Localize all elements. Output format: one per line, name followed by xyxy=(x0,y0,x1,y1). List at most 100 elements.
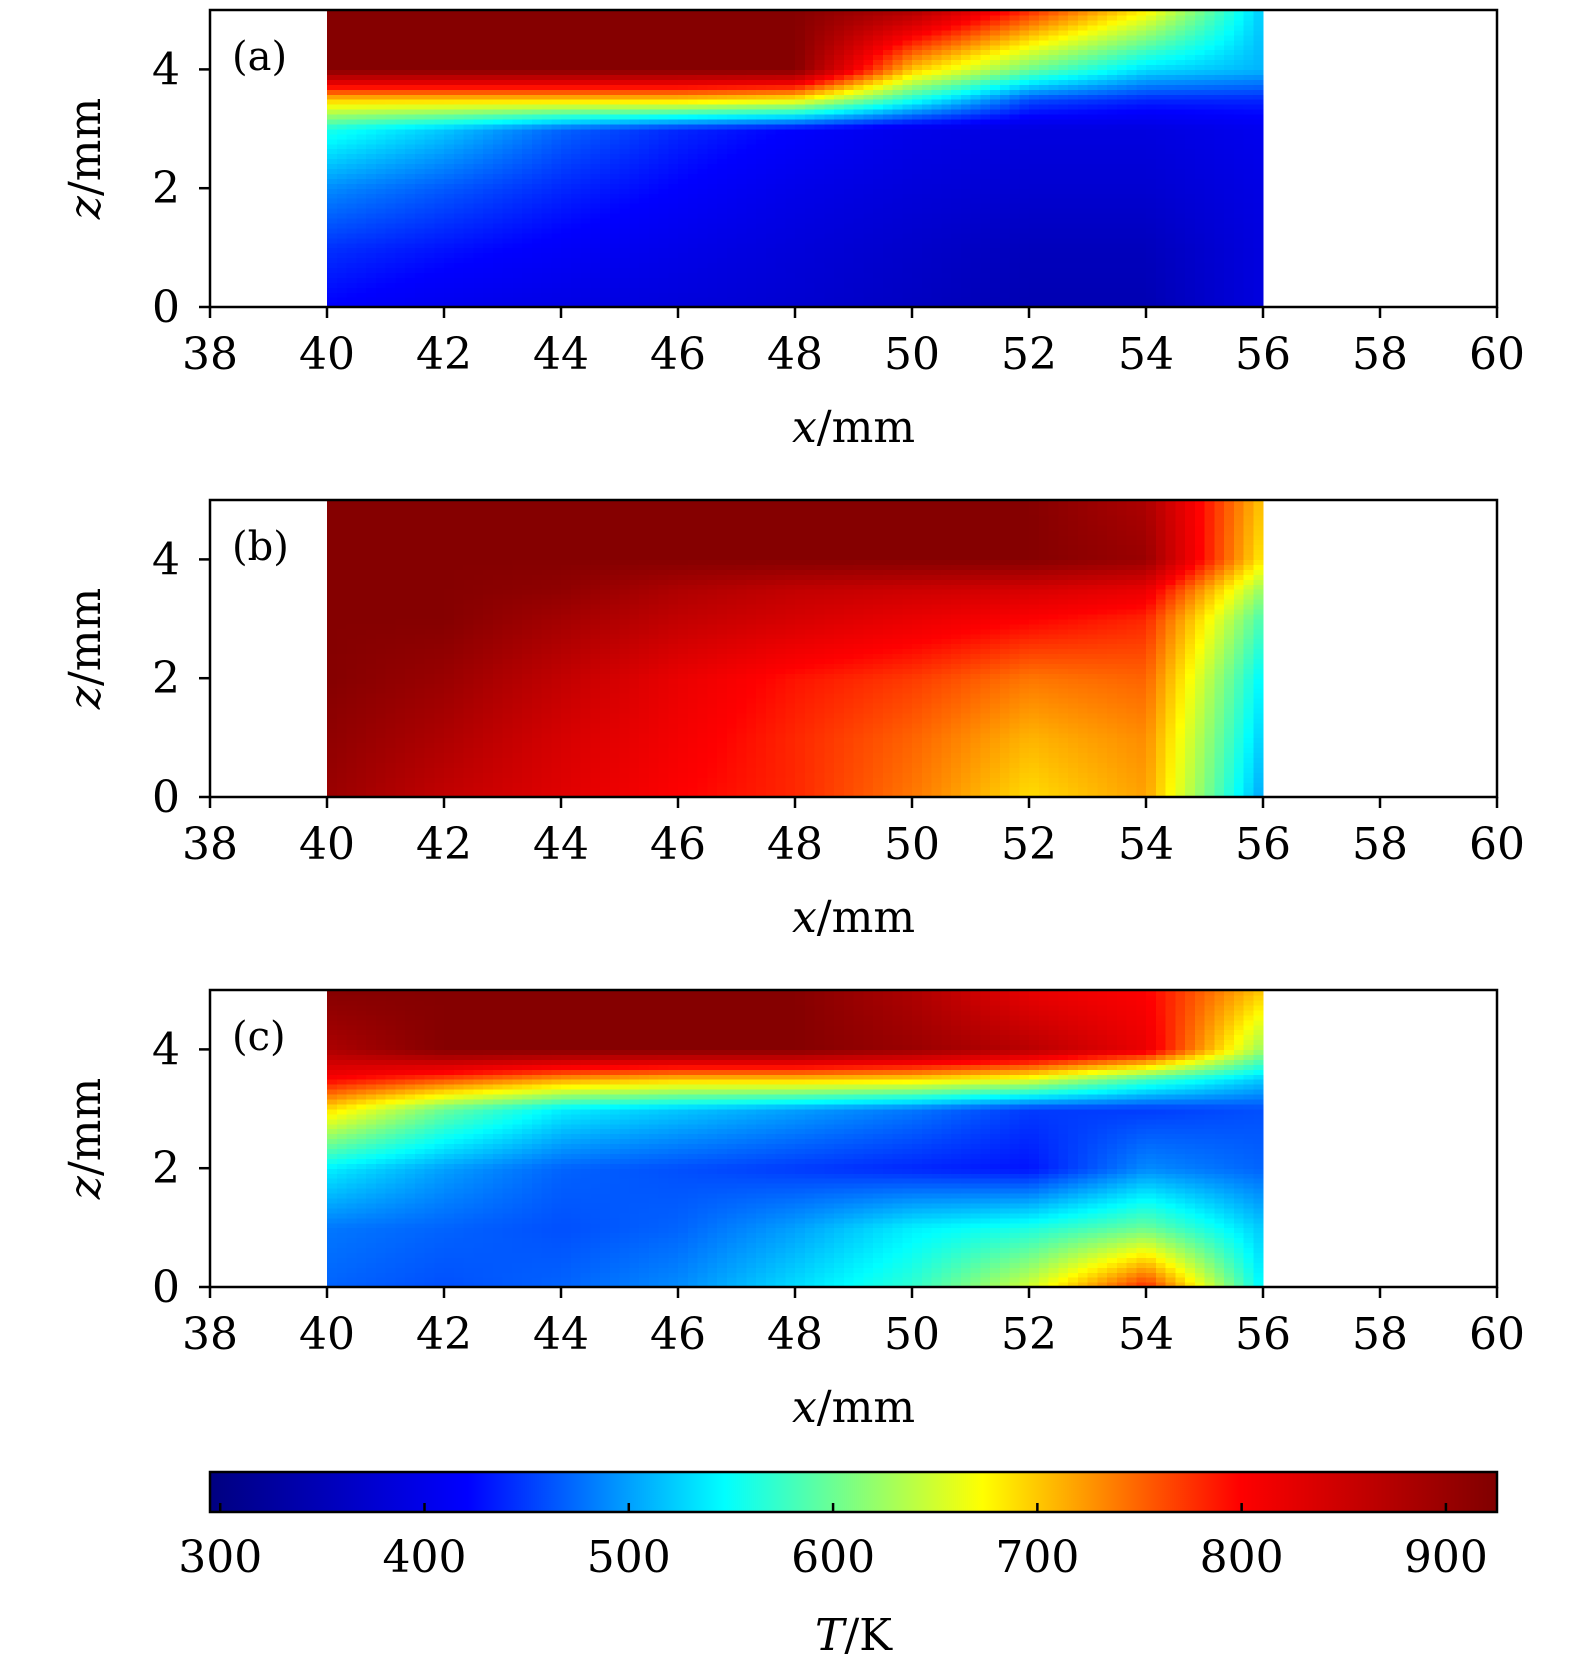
heatmap-cell xyxy=(726,188,738,194)
heatmap-cell xyxy=(346,302,357,308)
heatmap-cell xyxy=(463,247,474,254)
heatmap-cell xyxy=(483,148,494,155)
heatmap-cell xyxy=(824,123,835,130)
heatmap-cell xyxy=(551,19,562,26)
heatmap-cell xyxy=(639,19,650,26)
heatmap-cell xyxy=(1029,104,1040,110)
heatmap-cell xyxy=(609,208,621,214)
heatmap-cell xyxy=(619,109,630,115)
heatmap-cell xyxy=(726,84,738,90)
heatmap-cell xyxy=(1077,44,1089,51)
heatmap-cell xyxy=(1038,69,1050,75)
heatmap-cell xyxy=(990,54,1001,61)
heatmap-cell xyxy=(522,79,533,85)
heatmap-cell xyxy=(453,39,465,46)
heatmap-cell xyxy=(1058,153,1069,160)
heatmap-cell xyxy=(921,99,933,105)
heatmap-cell xyxy=(492,247,504,254)
heatmap-cell xyxy=(1087,133,1098,140)
heatmap-cell xyxy=(541,287,552,293)
heatmap-cell xyxy=(434,302,445,308)
heatmap-cell xyxy=(658,188,669,194)
heatmap-cell xyxy=(853,94,864,100)
heatmap-cell xyxy=(434,203,445,209)
heatmap-cell xyxy=(863,14,874,21)
heatmap-cell xyxy=(678,203,689,209)
heatmap-cell xyxy=(960,123,972,130)
heatmap-cell xyxy=(1068,242,1079,249)
heatmap-cell xyxy=(502,198,513,204)
heatmap-cell xyxy=(756,237,767,244)
heatmap-cell xyxy=(912,292,923,298)
heatmap-cell xyxy=(1087,267,1098,273)
heatmap-cell xyxy=(668,44,679,51)
heatmap-cell xyxy=(522,208,533,214)
heatmap-cell xyxy=(1107,292,1118,298)
heatmap-cell xyxy=(970,133,981,140)
heatmap-cell xyxy=(902,94,913,100)
heatmap-cell xyxy=(1038,163,1050,169)
heatmap-cell xyxy=(687,44,699,51)
heatmap-cell xyxy=(687,232,699,239)
heatmap-cell xyxy=(1009,123,1020,130)
heatmap-cell xyxy=(960,99,972,105)
heatmap-cell xyxy=(590,29,601,36)
heatmap-cell xyxy=(1038,208,1050,214)
heatmap-cell xyxy=(1029,193,1040,199)
heatmap-cell xyxy=(795,247,806,254)
heatmap-cell xyxy=(366,287,377,293)
heatmap-cell xyxy=(902,183,913,189)
heatmap-cell xyxy=(483,69,494,75)
heatmap-cell xyxy=(775,109,786,115)
heatmap-cell xyxy=(892,123,903,130)
heatmap-cell xyxy=(843,39,855,46)
heatmap-cell xyxy=(990,222,1001,229)
heatmap-cell xyxy=(609,104,621,110)
heatmap-cell xyxy=(707,14,718,21)
heatmap-cell xyxy=(921,79,933,85)
heatmap-cell xyxy=(385,277,396,283)
heatmap-cell xyxy=(327,242,338,249)
heatmap-cell xyxy=(765,153,777,160)
heatmap-cell xyxy=(619,94,630,100)
heatmap-cell xyxy=(668,118,679,125)
heatmap-cell xyxy=(892,113,903,120)
heatmap-cell xyxy=(1058,183,1069,189)
heatmap-cell xyxy=(902,118,913,125)
heatmap-cell xyxy=(1019,272,1030,278)
heatmap-cell xyxy=(697,232,708,239)
heatmap-cell xyxy=(843,208,855,214)
heatmap-cell xyxy=(366,54,377,61)
heatmap-cell xyxy=(424,29,435,36)
heatmap-cell xyxy=(1097,183,1108,189)
heatmap-cell xyxy=(580,113,591,120)
heatmap-cell xyxy=(336,84,348,90)
heatmap-cell xyxy=(970,44,981,51)
heatmap-cell xyxy=(990,24,1001,31)
heatmap-cell xyxy=(327,282,338,288)
heatmap-cell xyxy=(424,109,435,115)
heatmap-cell xyxy=(824,203,835,209)
heatmap-cell xyxy=(960,163,972,169)
heatmap-cell xyxy=(687,198,699,204)
heatmap-cell xyxy=(756,297,767,303)
heatmap-cell xyxy=(453,183,465,189)
heatmap-cell xyxy=(336,247,348,254)
heatmap-cell xyxy=(1097,79,1108,85)
heatmap-cell xyxy=(629,302,640,308)
heatmap-cell xyxy=(873,10,884,16)
heatmap-cell xyxy=(863,222,874,229)
heatmap-cell xyxy=(424,292,435,298)
heatmap-cell xyxy=(395,302,406,308)
heatmap-cell xyxy=(697,158,708,165)
heatmap-cell xyxy=(1087,123,1098,130)
heatmap-cell xyxy=(814,183,825,189)
heatmap-cell xyxy=(541,104,552,110)
heatmap-cell xyxy=(473,104,484,110)
heatmap-cell xyxy=(1048,287,1059,293)
heatmap-cell xyxy=(658,128,669,135)
heatmap-cell xyxy=(717,54,728,61)
heatmap-cell xyxy=(453,123,465,130)
heatmap-cell xyxy=(736,84,747,90)
heatmap-cell xyxy=(463,74,474,80)
